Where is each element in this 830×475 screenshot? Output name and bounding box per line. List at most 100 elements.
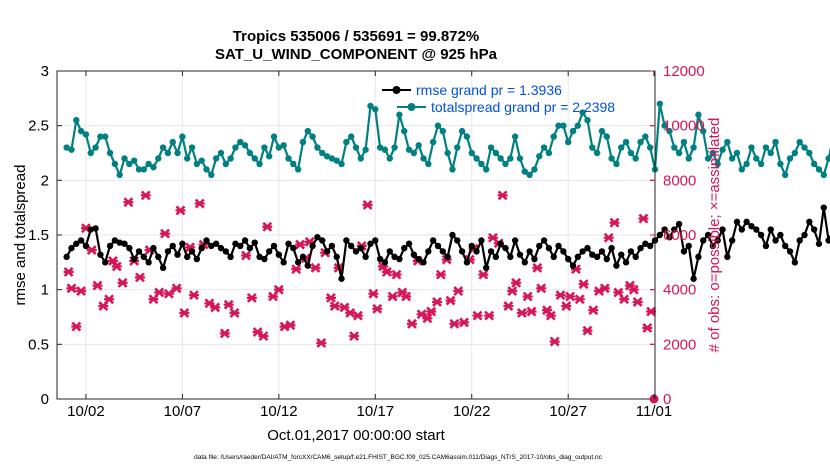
rmse-point	[757, 231, 765, 239]
x-tick-label: 10/17	[357, 403, 395, 420]
totalspread-point	[680, 138, 688, 146]
obs-assimilated-marker	[86, 245, 97, 255]
rmse-point	[130, 255, 138, 263]
left-tick-label: 2.5	[28, 118, 49, 135]
rmse-point	[333, 253, 340, 261]
rmse-point	[782, 242, 789, 250]
rmse-point	[806, 218, 813, 226]
rmse-point	[618, 251, 625, 258]
totalspread-point	[208, 171, 215, 179]
rmse-line	[65, 206, 830, 280]
obs-assimilated-marker	[609, 217, 620, 228]
totalspread-point	[256, 160, 263, 168]
rmse-point	[478, 237, 485, 244]
rmse-point	[704, 231, 712, 239]
totalspread-point	[555, 122, 562, 129]
obs-assimilated-marker	[163, 288, 174, 299]
totalspread-point	[714, 160, 721, 168]
rmse-point	[724, 253, 731, 261]
rmse-point	[801, 231, 808, 239]
totalspread-point	[695, 111, 702, 118]
totalspread-point	[294, 166, 302, 173]
totalspread-point	[536, 153, 543, 160]
totalspread-point	[483, 166, 490, 173]
obs-assimilated-marker	[179, 307, 190, 318]
rmse-point	[748, 223, 755, 230]
rmse-point	[193, 255, 201, 263]
obs-assimilated-marker	[123, 197, 134, 208]
rmse-point	[589, 251, 596, 258]
obs-assimilated-marker	[117, 277, 128, 288]
rmse-point	[772, 237, 779, 244]
rmse-point	[483, 264, 490, 271]
left-tick-label: 2	[41, 172, 49, 189]
totalspread-point	[743, 160, 750, 168]
totalspread-point	[540, 144, 548, 151]
legend-totalspread-marker	[407, 103, 416, 111]
rmse-point	[700, 237, 707, 244]
right-axis-ticks: 0 2000 4000 6000 8000 10000 12000	[650, 63, 705, 408]
obs-assimilated-marker	[561, 301, 572, 311]
obs-assimilated-marker	[426, 306, 437, 317]
totalspread-point	[825, 155, 830, 162]
obs-assimilated-marker	[628, 284, 639, 295]
obs-assimilated-marker	[599, 283, 610, 294]
obs-assimilated-marker	[140, 190, 151, 201]
obs-assimilated-marker	[638, 213, 649, 224]
obs-assimilated-marker	[422, 313, 433, 324]
totalspread-point	[285, 155, 292, 162]
rmse-point	[237, 242, 244, 250]
rmse-point	[646, 242, 654, 250]
rmse-point	[613, 262, 620, 269]
totalspread-point	[372, 106, 379, 113]
obs-assimilated-marker	[578, 279, 589, 290]
obs-assimilated-marker	[160, 228, 171, 239]
right-tick-label: 10000	[663, 118, 705, 135]
totalspread-point	[627, 149, 635, 157]
totalspread-point	[304, 127, 311, 135]
rmse-point	[290, 244, 297, 252]
totalspread-point	[806, 149, 813, 157]
rmse-point	[632, 253, 639, 261]
rmse-point	[68, 244, 75, 252]
totalspread-point	[145, 160, 152, 168]
totalspread-point	[188, 144, 196, 151]
totalspread-point	[690, 144, 697, 151]
rmse-point	[102, 259, 109, 266]
totalspread-point	[381, 146, 389, 153]
totalspread-point	[150, 164, 157, 171]
right-tick-label: 6000	[663, 227, 696, 244]
rmse-point	[251, 239, 258, 246]
rmse-point	[208, 242, 215, 250]
rmse-point	[381, 259, 389, 266]
rmse-point	[275, 251, 283, 258]
rmse-point	[497, 240, 504, 247]
rmse-point	[362, 253, 369, 261]
rmse-point	[376, 255, 384, 263]
obs-assimilated-marker	[391, 269, 402, 280]
totalspread-point	[656, 100, 664, 108]
totalspread-point	[82, 131, 90, 138]
rmse-point	[473, 248, 480, 255]
rmse-point	[545, 244, 553, 252]
totalspread-point	[704, 155, 712, 162]
right-tick-label: 0	[663, 391, 671, 408]
totalspread-point	[728, 155, 736, 162]
rmse-point	[309, 242, 316, 250]
obs-assimilated-marker	[453, 286, 464, 296]
rmse-point	[690, 275, 697, 282]
rmse-point	[444, 253, 451, 261]
totalspread-point	[203, 166, 210, 173]
rmse-point	[671, 226, 678, 233]
rmse-point	[560, 248, 567, 255]
totalspread-point	[786, 155, 794, 162]
rmse-point	[396, 255, 403, 263]
totalspread-point	[777, 160, 784, 168]
rmse-point	[666, 233, 673, 241]
obs-assimilated-marker	[401, 291, 412, 302]
totalspread-point	[478, 160, 485, 168]
totalspread-point	[290, 160, 297, 168]
obs-assimilated-marker	[111, 261, 122, 272]
rmse-point	[343, 237, 350, 244]
rmse-point	[256, 253, 263, 261]
